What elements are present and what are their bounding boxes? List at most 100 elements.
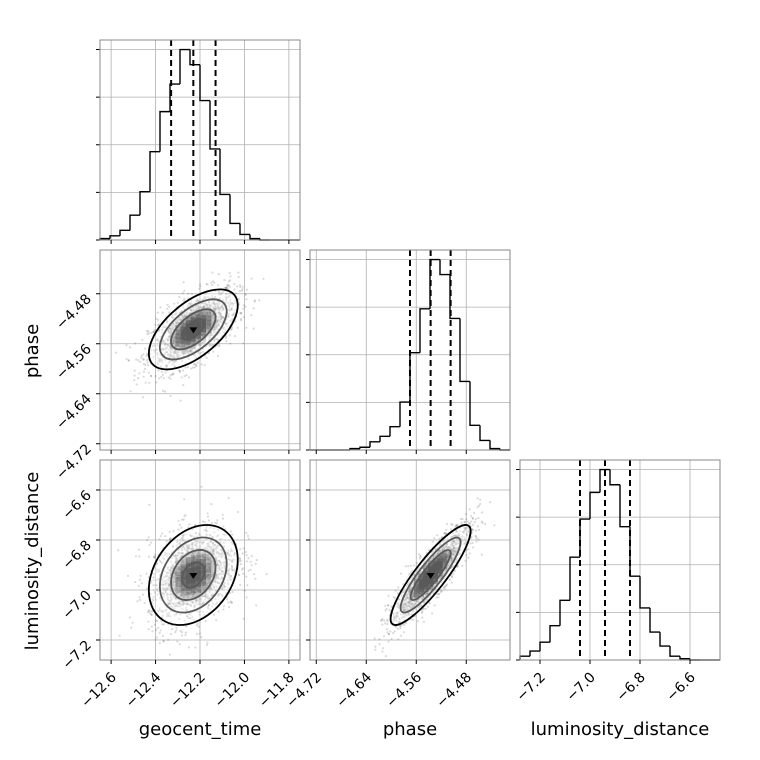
- sample-point: [189, 309, 192, 312]
- sample-point: [179, 552, 182, 555]
- sample-point: [208, 304, 211, 307]
- sample-point: [215, 557, 218, 560]
- sample-point: [173, 313, 176, 316]
- sample-point: [381, 617, 384, 620]
- sample-point: [212, 549, 215, 552]
- sample-point: [384, 604, 387, 607]
- sample-point: [205, 356, 208, 359]
- sample-point: [175, 342, 178, 345]
- sample-point: [210, 564, 213, 567]
- sample-point: [255, 559, 258, 562]
- sample-point: [186, 348, 189, 352]
- sample-point: [234, 309, 237, 312]
- sample-point: [151, 345, 154, 348]
- sample-point: [228, 334, 231, 337]
- sample-point: [402, 631, 405, 634]
- sample-point: [435, 596, 438, 599]
- sample-point: [172, 322, 175, 325]
- sample-point: [479, 502, 482, 506]
- sample-point: [194, 314, 197, 317]
- sample-point: [168, 305, 171, 308]
- sample-point: [204, 316, 207, 319]
- sample-point: [197, 611, 200, 614]
- sample-point: [197, 313, 200, 316]
- sample-point: [173, 302, 176, 305]
- sample-point: [193, 346, 196, 349]
- sample-point: [207, 562, 210, 565]
- sample-point: [471, 541, 474, 544]
- sample-point: [199, 312, 202, 315]
- sample-point: [231, 549, 234, 552]
- sample-point: [195, 587, 198, 590]
- sample-point: [204, 556, 207, 559]
- sample-point: [227, 549, 230, 552]
- sample-point: [222, 604, 226, 608]
- sample-point: [227, 554, 230, 557]
- sample-point: [200, 312, 203, 315]
- sample-point: [215, 575, 218, 578]
- sample-point: [171, 545, 174, 548]
- sample-point: [213, 304, 217, 307]
- sample-point: [210, 575, 213, 578]
- sample-point: [224, 292, 227, 295]
- sample-point: [177, 568, 180, 572]
- sample-point: [216, 323, 219, 326]
- sample-point: [241, 552, 244, 555]
- sample-point: [213, 340, 216, 343]
- sample-point: [213, 338, 216, 341]
- sample-point: [155, 568, 158, 571]
- sample-point: [177, 338, 180, 342]
- sample-point: [167, 335, 170, 338]
- sample-point: [431, 612, 434, 615]
- sample-point: [227, 569, 230, 572]
- sample-point: [225, 286, 228, 289]
- sample-point: [158, 377, 161, 380]
- sample-point: [202, 306, 205, 309]
- contour-level: [181, 318, 206, 341]
- sample-point: [450, 581, 453, 584]
- sample-point: [392, 632, 395, 635]
- sample-point: [208, 566, 212, 569]
- sample-point: [222, 583, 225, 586]
- sample-point: [196, 298, 199, 301]
- sample-point: [165, 364, 168, 367]
- sample-point: [209, 310, 212, 314]
- sample-point: [180, 552, 183, 555]
- sample-point: [239, 548, 242, 551]
- sample-point: [217, 311, 220, 314]
- sample-point: [421, 616, 424, 619]
- sample-point: [210, 503, 213, 506]
- sample-point: [156, 344, 159, 347]
- x-axis-label-luminosity-distance: luminosity_distance: [531, 719, 710, 740]
- sample-point: [208, 319, 211, 322]
- sample-point: [197, 313, 200, 316]
- sample-point: [203, 338, 206, 341]
- sample-point: [207, 558, 210, 561]
- sample-point: [172, 577, 175, 580]
- sample-point: [209, 586, 212, 589]
- histogram-bin: [559, 599, 570, 626]
- sample-point: [162, 623, 166, 626]
- sample-point: [219, 564, 223, 567]
- sample-point: [144, 363, 147, 366]
- sample-point: [153, 345, 156, 348]
- sample-point: [158, 631, 161, 635]
- sample-point: [168, 585, 171, 588]
- sample-point: [233, 288, 236, 291]
- sample-point: [201, 314, 204, 317]
- histogram-bin: [159, 110, 170, 152]
- sample-point: [217, 307, 220, 310]
- sample-point: [477, 528, 481, 532]
- sample-point: [188, 350, 191, 353]
- sample-point: [172, 372, 175, 375]
- x-tick-label: −12.4: [123, 669, 165, 711]
- sample-point: [206, 548, 209, 552]
- sample-point: [230, 307, 233, 310]
- sample-point: [167, 602, 170, 605]
- sample-point: [215, 535, 219, 538]
- sample-point: [207, 574, 210, 577]
- density-cell: [196, 307, 207, 318]
- sample-point: [194, 543, 197, 546]
- sample-point: [231, 542, 234, 546]
- sample-point: [245, 554, 248, 557]
